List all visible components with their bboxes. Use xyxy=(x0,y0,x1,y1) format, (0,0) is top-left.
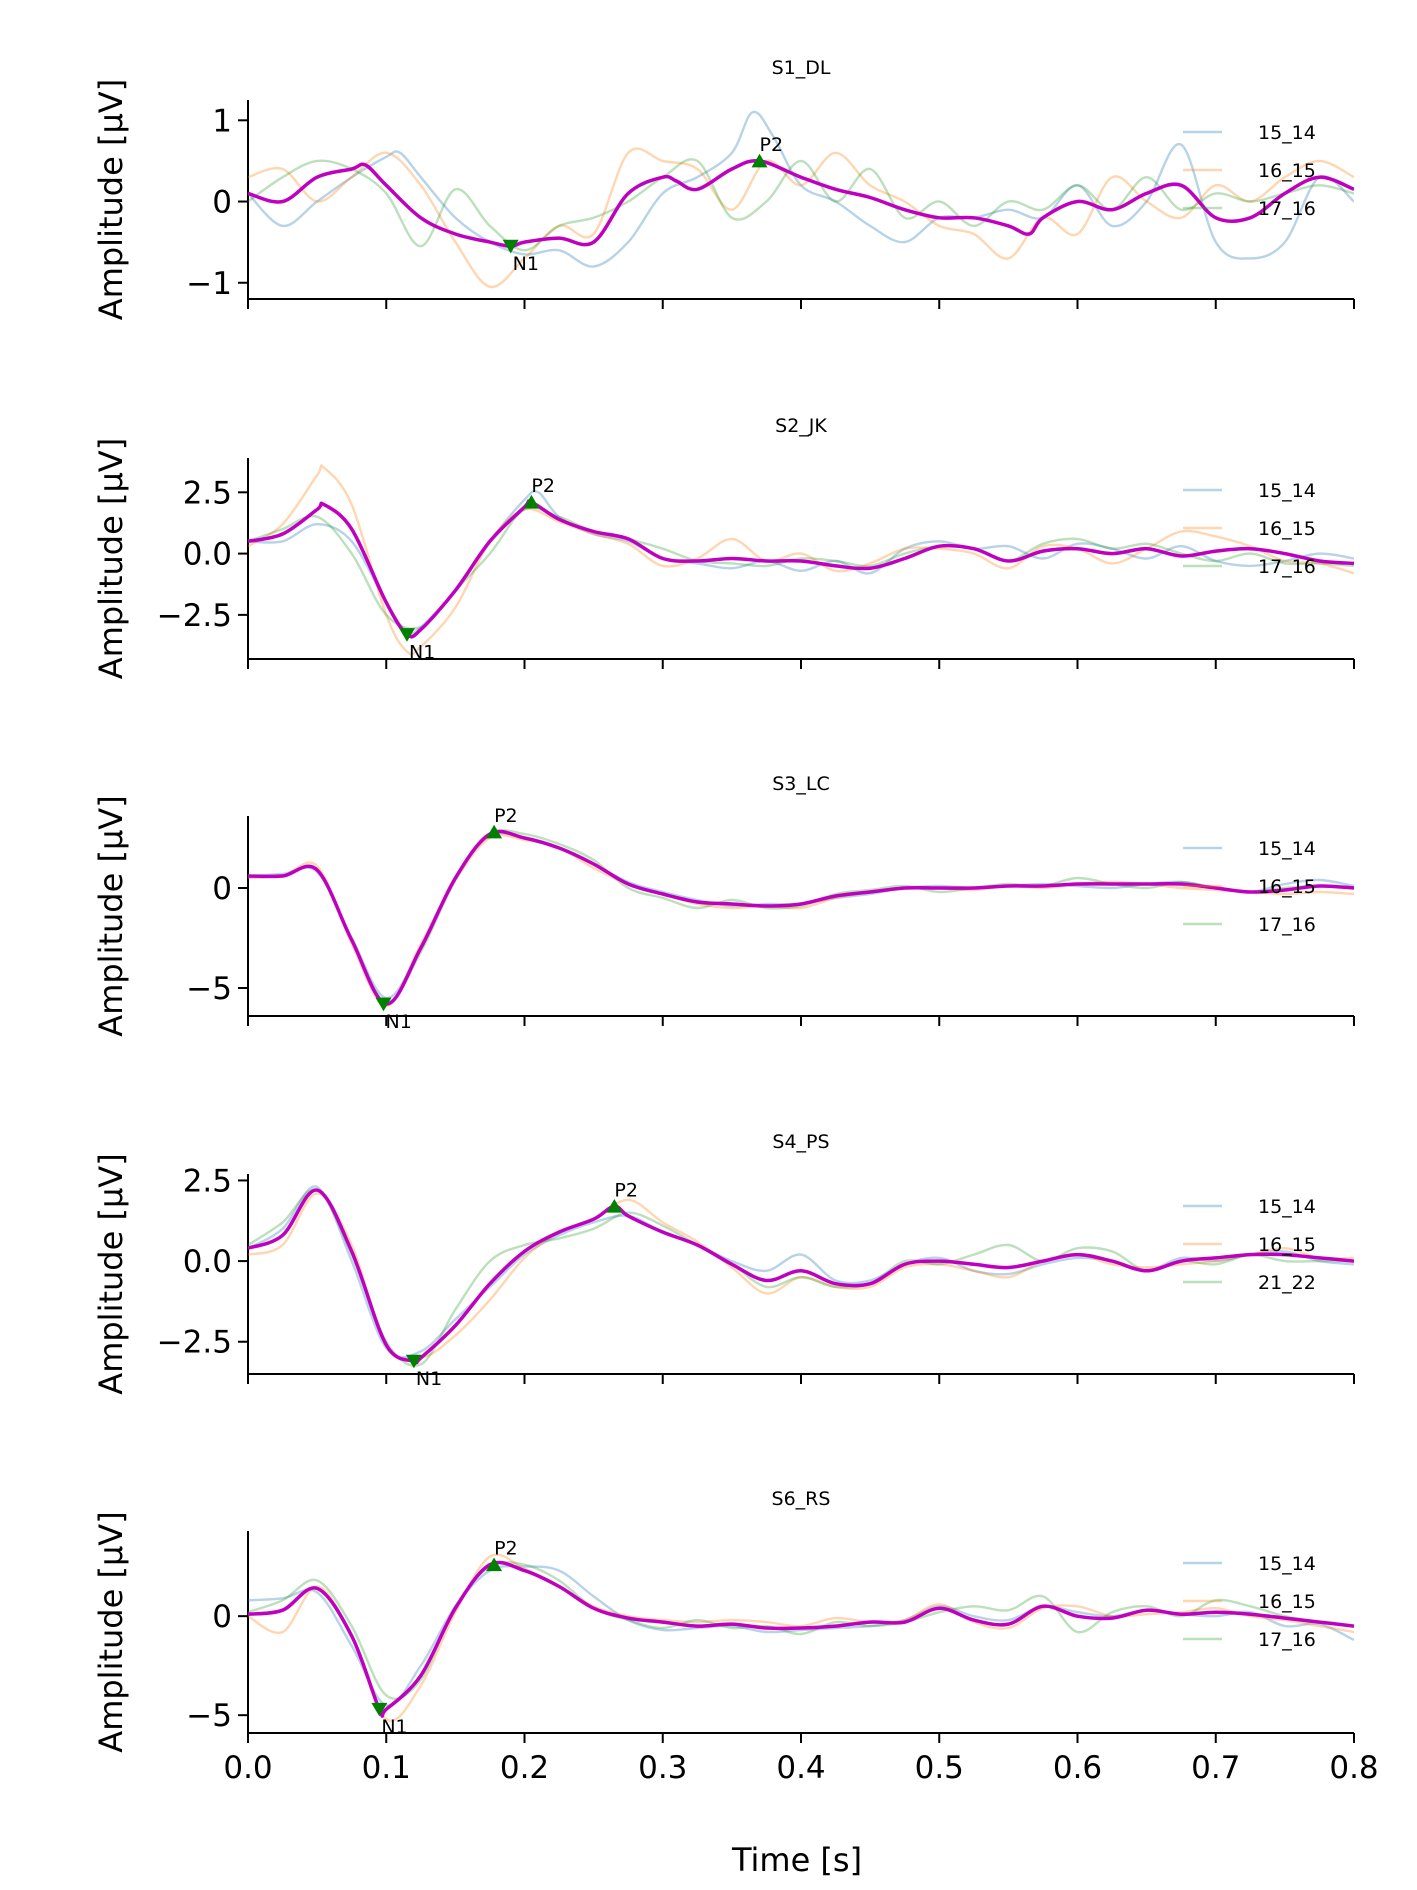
y-tick-label: 2.5 xyxy=(183,475,232,511)
peak-label-P2: P2 xyxy=(531,475,555,497)
series-line-16_15 xyxy=(248,834,1354,1008)
y-tick-label: −2.5 xyxy=(157,598,232,634)
legend: 15_14 16_15 17_16 xyxy=(1183,122,1316,220)
peak-marker-N1 xyxy=(502,239,519,254)
x-tick-label: 0.4 xyxy=(776,1750,825,1786)
legend: 15_14 16_15 17_16 xyxy=(1183,1553,1316,1651)
y-tick-label: 0.0 xyxy=(183,1244,232,1280)
peak-marker-N1 xyxy=(398,628,415,642)
y-tick-label: 0.0 xyxy=(183,537,232,573)
y-axis-label: Amplitude [μV] xyxy=(92,1153,130,1394)
panel-title: S2_JK xyxy=(775,415,827,437)
peak-marker-P2 xyxy=(486,1557,503,1572)
series-lines xyxy=(248,828,1354,1008)
peak-label-P2: P2 xyxy=(494,1538,518,1560)
y-tick-label: 0 xyxy=(212,871,232,907)
y-tick-label: 0 xyxy=(212,1599,232,1635)
series-line-15_14 xyxy=(248,110,1354,268)
x-tick-label: 0.0 xyxy=(223,1750,272,1786)
y-tick-label: −5 xyxy=(186,971,232,1007)
peak-label-P2: P2 xyxy=(760,134,784,156)
peak-label-N1: N1 xyxy=(381,1716,407,1738)
y-axis-label: Amplitude [μV] xyxy=(92,795,130,1036)
y-tick-label: 1 xyxy=(212,103,232,139)
peak-marker-P2 xyxy=(751,153,768,168)
y-axis-label: Amplitude [μV] xyxy=(92,438,130,679)
peak-marker-P2 xyxy=(486,824,503,839)
legend: 15_14 16_15 17_16 xyxy=(1183,480,1316,578)
panel-S1_DL: S1_DL −1 0 1 Amplitude [μV] 15_14 16_15 17_16 N1… xyxy=(92,57,1355,320)
peak-label-N1: N1 xyxy=(409,641,435,663)
legend-label: 15_14 xyxy=(1258,122,1316,144)
y-axis-label: Amplitude [μV] xyxy=(92,1511,130,1752)
x-tick-label: 0.7 xyxy=(1191,1750,1240,1786)
panel-title: S3_LC xyxy=(772,773,830,795)
x-tick-label: 0.6 xyxy=(1053,1750,1102,1786)
peak-label-N1: N1 xyxy=(416,1368,442,1390)
panel-S3_LC: S3_LC −5 0 Amplitude [μV] 15_14 16_15 17_16 N1 P… xyxy=(92,773,1355,1037)
y-axis-label: Amplitude [μV] xyxy=(92,79,130,320)
peak-marker-P2 xyxy=(606,1199,623,1213)
legend-label: 17_16 xyxy=(1258,556,1316,578)
panel-title: S6_RS xyxy=(772,1488,831,1510)
x-tick-label: 0.5 xyxy=(915,1750,964,1786)
legend-label: 16_15 xyxy=(1258,518,1316,540)
series-lines xyxy=(248,1553,1354,1722)
legend: 15_14 16_15 21_22 xyxy=(1183,1196,1316,1294)
y-tick-label: −5 xyxy=(186,1698,232,1734)
peak-marker-N1 xyxy=(405,1354,422,1369)
legend-label: 15_14 xyxy=(1258,480,1316,502)
y-tick-label: 2.5 xyxy=(183,1163,232,1199)
x-tick-label: 0.3 xyxy=(638,1750,687,1786)
panel-S4_PS: S4_PS −2.5 0.0 2.5 Amplitude [μV] 15_14 16_15 2… xyxy=(92,1131,1355,1395)
peak-marker-P2 xyxy=(523,494,540,509)
x-tick-label: 0.8 xyxy=(1329,1750,1378,1786)
peak-label-P2: P2 xyxy=(494,805,518,827)
legend-label: 15_14 xyxy=(1258,1196,1316,1218)
legend-label: 15_14 xyxy=(1258,1553,1316,1575)
peak-label-P2: P2 xyxy=(614,1179,638,1201)
legend-label: 15_14 xyxy=(1258,838,1316,860)
series-line-15_14 xyxy=(248,1185,1354,1359)
average-line xyxy=(248,829,1354,1006)
panels: S1_DL −1 0 1 Amplitude [μV] 15_14 16_15 17_16 N1… xyxy=(92,57,1379,1786)
legend-label: 16_15 xyxy=(1258,160,1316,182)
legend-label: 16_15 xyxy=(1258,1591,1316,1613)
y-tick-label: 0 xyxy=(212,185,232,221)
legend-label: 17_16 xyxy=(1258,914,1316,936)
peak-marker-N1 xyxy=(375,997,392,1012)
y-tick-label: −2.5 xyxy=(157,1325,232,1361)
panel-title: S1_DL xyxy=(772,57,831,79)
x-tick-label: 0.2 xyxy=(500,1750,549,1786)
peak-label-N1: N1 xyxy=(513,253,539,275)
panel-title: S4_PS xyxy=(772,1131,829,1153)
peak-label-N1: N1 xyxy=(385,1011,411,1033)
legend-label: 16_15 xyxy=(1258,876,1316,898)
panel-S6_RS: S6_RS −5 0 0.0 0.1 0.2 0.3 0.4 0.5 0.6 0.7 0.8 Ampli… xyxy=(92,1488,1379,1786)
legend-label: 16_15 xyxy=(1258,1234,1316,1256)
legend-label: 17_16 xyxy=(1258,1629,1316,1651)
x-tick-label: 0.1 xyxy=(362,1750,411,1786)
series-line-16_15 xyxy=(248,147,1354,289)
legend: 15_14 16_15 17_16 xyxy=(1183,838,1316,936)
legend-label: 21_22 xyxy=(1258,1272,1316,1294)
legend-label: 17_16 xyxy=(1258,198,1316,220)
series-line-17_16 xyxy=(248,158,1354,252)
x-axis-label: Time [s] xyxy=(731,1841,862,1879)
average-line xyxy=(248,1560,1354,1718)
y-tick-label: −1 xyxy=(186,266,232,302)
peak-marker-N1 xyxy=(371,1702,388,1717)
